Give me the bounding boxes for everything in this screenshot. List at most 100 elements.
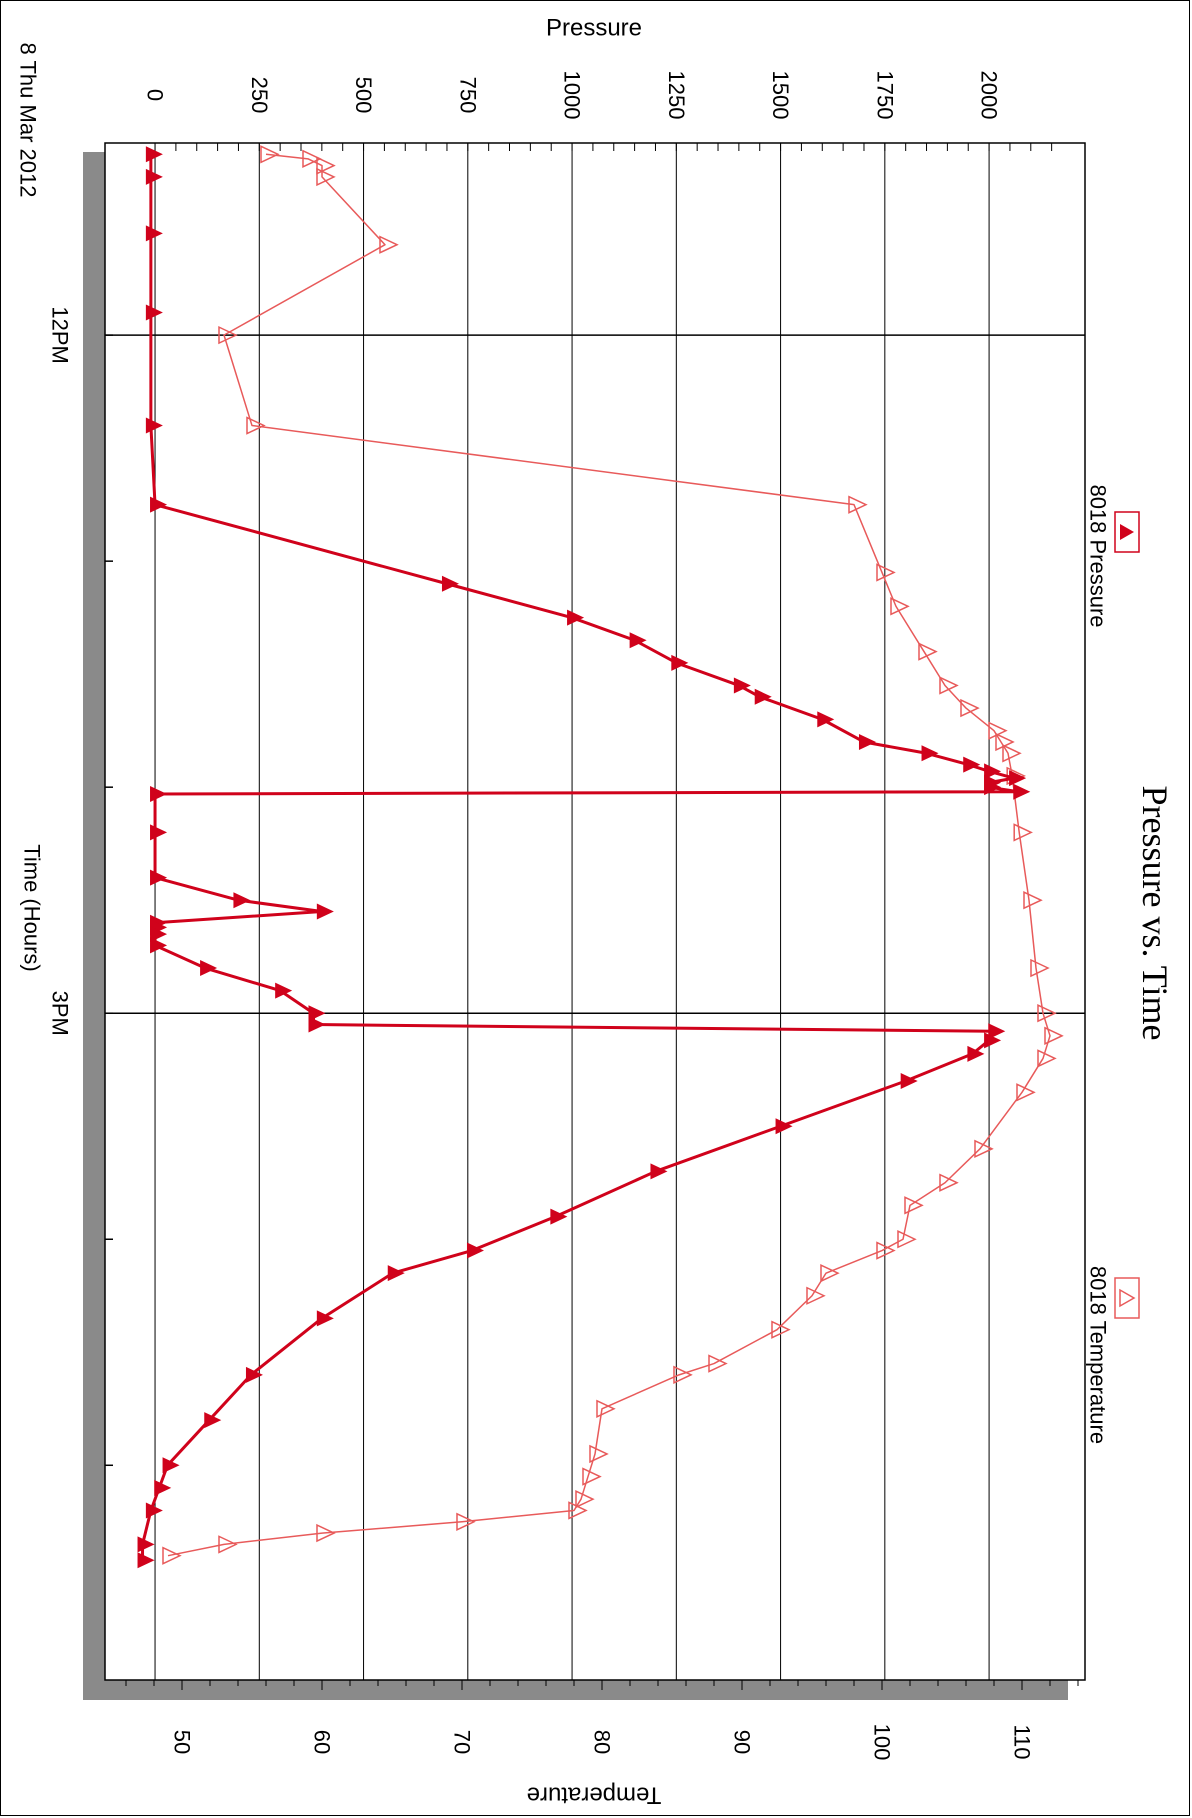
temperature-series-point [1030,958,1050,978]
pressure-series-point [150,869,168,886]
temperature-tick-label: 90 [730,1730,755,1754]
temperature-series-point [379,235,399,254]
temperature-series-point [162,1546,182,1565]
pressure-axis: 0 250 500 750 1000 1250 1500 1750 2000 [143,71,1053,1680]
temperature-series [162,145,1064,1565]
legend-temperature-label: 8018 Temperature [1086,1266,1111,1444]
temperature-series-point [918,642,938,661]
pressure-series-point [921,745,939,762]
time-tick-label: 3PM [48,991,73,1036]
pressure-series-point [1013,783,1031,800]
pressure-series-point [245,1366,263,1383]
temperature-series-point [316,156,336,175]
temperature-series-point [316,167,336,187]
temperature-axis-title: Temperature [527,1782,662,1809]
temperature-series-point [673,1365,693,1385]
pressure-series-point [900,1073,918,1090]
temperature-series-point [568,1501,588,1520]
pressure-series-point [817,711,835,728]
pressure-series-point [650,1163,668,1180]
temperature-series-point [218,325,238,345]
temperature-series-point [582,1467,602,1486]
pressure-series-point [275,982,293,999]
pressure-series-point [200,960,218,977]
temperature-series-point [218,1535,238,1554]
pressure-tick-label: 1750 [872,71,897,120]
temperature-series-point [876,1241,896,1260]
plot-shadow-left [83,152,105,1692]
pressure-tick-label: 2000 [977,71,1002,120]
temperature-series-point [260,145,280,164]
pressure-series-point [671,654,689,671]
pressure-series-point [150,824,168,841]
temperature-series-point [1044,1026,1064,1045]
temperature-series-point [939,1173,959,1192]
temperature-series-point [848,495,868,514]
pressure-series-point [145,146,163,163]
pressure-series-point [162,1457,180,1474]
pressure-series-point [550,1208,568,1225]
pressure-series-point [150,785,168,802]
pressure-series-point [145,304,163,321]
pressure-series-point [567,609,585,626]
pressure-series-point [308,1016,326,1033]
pressure-tick-label: 750 [455,77,480,114]
temperature-series-point [1037,1049,1057,1068]
temperature-series-point [302,149,322,169]
temperature-series-line [167,153,1051,1557]
temperature-series-point [316,1523,336,1543]
pressure-series-point [150,496,168,513]
pressure-series-point [145,417,163,434]
pressure-series-point [967,1045,985,1062]
temperature-series-point [1002,744,1022,763]
pressure-tick-label: 1000 [560,71,585,120]
pressure-series-point [204,1412,222,1429]
pressure-series-point [984,1032,1002,1049]
pressure-series-point [154,1479,172,1496]
pressure-series-point [988,1023,1006,1040]
pressure-series [137,146,1031,1569]
pressure-series-point [137,1552,155,1569]
temperature-tick-label: 70 [450,1730,475,1754]
legend-pressure-marker [1120,524,1134,540]
temperature-series-point [820,1263,840,1283]
pressure-tick-label: 1500 [768,71,793,120]
time-axis-title: Time (Hours) [20,844,45,972]
temperature-series-point [806,1286,826,1305]
legend-temperature-marker [1119,1288,1136,1308]
time-axis: 12PM 3PM [48,306,1085,1467]
temperature-series-point [960,698,980,718]
pressure-series-point [145,1502,163,1519]
pressure-series-point [984,779,1002,796]
plot-shadow-bottom [83,1680,1068,1700]
chart-title: Pressure vs. Time [1135,785,1175,1040]
pressure-series-point [984,763,1002,780]
pressure-series-point [1009,770,1027,787]
pressure-series-point [233,892,251,909]
pressure-series-point [150,926,168,943]
pressure-axis-title: Pressure [546,15,642,42]
pressure-series-point [629,632,647,649]
pressure-tick-label: 1250 [664,71,689,120]
pressure-series-point [316,1310,334,1327]
temperature-series-point [1023,891,1043,910]
temperature-series-point [246,416,266,435]
pressure-series-point [316,903,334,920]
temperature-tick-label: 100 [870,1724,895,1761]
pressure-series-point [137,1536,155,1553]
pressure-series-point [754,688,772,705]
temperature-series-point [876,563,896,582]
temperature-series-point [708,1354,728,1373]
legend-pressure-label: 8018 Pressure [1086,484,1111,627]
pressure-series-point [145,225,163,242]
temperature-series-point [589,1444,609,1464]
temperature-series-point [904,1196,924,1215]
temperature-series-point [771,1320,791,1339]
temperature-tick-label: 50 [170,1730,195,1754]
temperature-series-point [1016,1083,1036,1102]
pressure-tick-label: 250 [247,77,272,114]
pressure-series-point [858,733,876,750]
pressure-series-point [733,677,751,694]
